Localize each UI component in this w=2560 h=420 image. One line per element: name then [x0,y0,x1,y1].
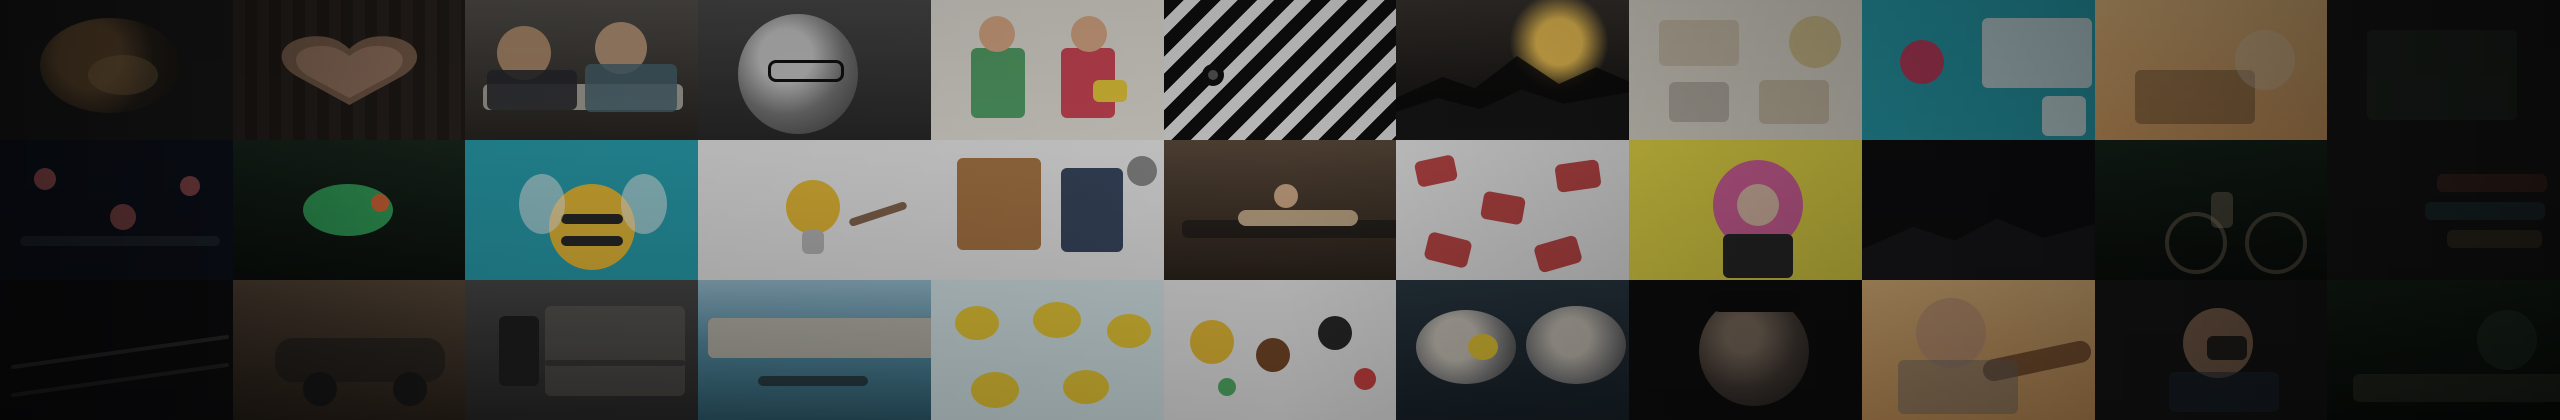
tile-21 [2094,140,2328,280]
tile-11 [2327,0,2560,140]
illustrated-travelers-image-icon [930,0,1164,140]
dark-image-icon [2327,0,2560,140]
tile-30 [1629,280,1862,420]
lion-image-icon [0,0,233,140]
tile-04 [698,0,931,140]
tile-06 [1163,0,1397,140]
tile-10 [2094,0,2328,140]
kayak-image-icon [1163,140,1397,280]
zebra-image-icon [1163,0,1397,140]
desk-flatlay-image-icon [1861,0,2095,140]
pink-hair-portrait-image-icon [1629,140,1862,280]
guitarist-image-icon [1861,280,2095,420]
vintage-car-image-icon [232,280,466,420]
tile-18 [1396,140,1630,280]
tile-23 [0,280,233,420]
hand-pattern-image-icon [1396,140,1630,280]
tile-16 [930,140,1164,280]
tile-12 [0,140,233,280]
warm-light-image-icon [2094,0,2328,140]
tile-26 [698,280,931,420]
train-station-image-icon [465,280,699,420]
lemon-pattern-image-icon [930,280,1164,420]
cyclist-image-icon [2094,140,2328,280]
mountain-sunset-image-icon [1396,0,1630,140]
tile-15 [698,140,931,280]
tile-13 [232,140,466,280]
bee-illustration-image-icon [465,140,699,280]
tile-31 [1861,280,2095,420]
tile-08 [1629,0,1862,140]
tile-01 [0,0,233,140]
oysters-image-icon [1396,280,1630,420]
tile-28 [1163,280,1397,420]
tile-03 [465,0,699,140]
tile-17 [1163,140,1397,280]
tile-32 [2094,280,2328,420]
travel-flatlay-image-icon [1629,0,1862,140]
tile-14 [465,140,699,280]
tile-33 [2327,280,2560,420]
dark-rail-image-icon [0,280,233,420]
outdoor-image-icon [2327,280,2560,420]
tile-07 [1396,0,1630,140]
dark-still-life-image-icon [2327,140,2560,280]
tile-09 [1861,0,2095,140]
lightbulb-drawing-image-icon [698,140,931,280]
man-with-glasses-image-icon [698,0,931,140]
tile-19 [1629,140,1862,280]
tile-22 [2327,140,2560,280]
venice-canal-image-icon [698,280,931,420]
bearded-man-image-icon [1629,280,1862,420]
wood-heart-image-icon [232,0,466,140]
floral-pattern-image-icon [0,140,233,280]
tile-24 [232,280,466,420]
tile-29 [1396,280,1630,420]
dark-landscape-image-icon [1861,140,2095,280]
tile-25 [465,280,699,420]
tile-20 [1861,140,2095,280]
tile-27 [930,280,1164,420]
people-at-desk-image-icon [465,0,699,140]
tile-05 [930,0,1164,140]
clothing-flatlay-image-icon [930,140,1164,280]
food-flatlay-image-icon [1163,280,1397,420]
tile-02 [232,0,466,140]
frog-image-icon [232,140,466,280]
photographer-image-icon [2094,280,2328,420]
